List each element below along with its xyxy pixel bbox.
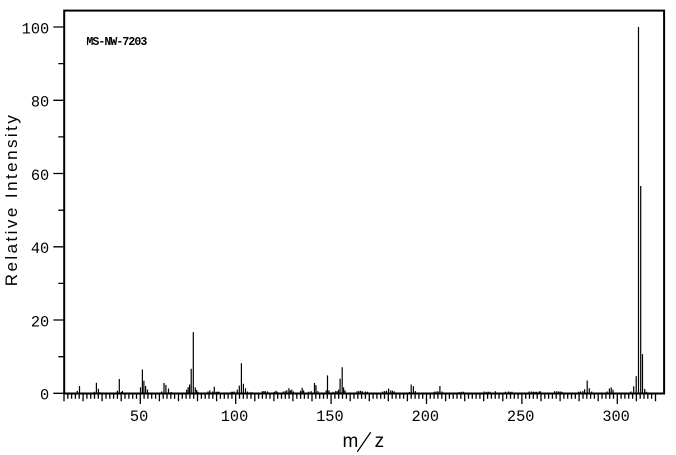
svg-text:100: 100 xyxy=(22,20,50,38)
svg-text:-: - xyxy=(116,36,123,49)
svg-text:2: 2 xyxy=(128,36,135,49)
svg-text:0: 0 xyxy=(40,387,49,405)
svg-text:100: 100 xyxy=(221,408,249,426)
svg-text:0: 0 xyxy=(134,36,141,49)
svg-text:z: z xyxy=(375,431,385,452)
svg-text:80: 80 xyxy=(31,94,49,112)
svg-text:60: 60 xyxy=(31,167,49,185)
svg-text:7: 7 xyxy=(122,36,129,49)
svg-text:Relative Intensity: Relative Intensity xyxy=(2,113,21,287)
svg-text:N: N xyxy=(104,36,111,49)
svg-text:-: - xyxy=(98,36,105,49)
svg-text:200: 200 xyxy=(412,408,440,426)
svg-text:40: 40 xyxy=(31,240,49,258)
svg-text:m: m xyxy=(343,431,359,452)
svg-text:300: 300 xyxy=(602,408,630,426)
svg-text:250: 250 xyxy=(507,408,535,426)
svg-text:20: 20 xyxy=(31,313,49,331)
svg-text:3: 3 xyxy=(140,36,147,49)
svg-text:W: W xyxy=(110,36,117,49)
svg-text:50: 50 xyxy=(130,408,148,426)
svg-text:M: M xyxy=(86,36,93,49)
svg-text:S: S xyxy=(92,36,99,49)
svg-text:150: 150 xyxy=(316,408,344,426)
